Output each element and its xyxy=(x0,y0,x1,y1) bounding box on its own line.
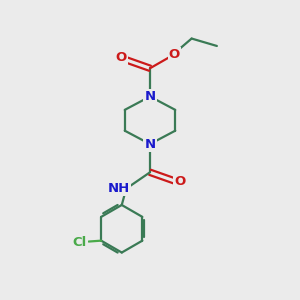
Text: O: O xyxy=(174,175,185,188)
Text: NH: NH xyxy=(108,182,130,194)
Text: O: O xyxy=(169,48,180,62)
Text: O: O xyxy=(116,51,127,64)
Text: N: N xyxy=(144,90,156,103)
Text: Cl: Cl xyxy=(73,236,87,249)
Text: N: N xyxy=(144,138,156,151)
